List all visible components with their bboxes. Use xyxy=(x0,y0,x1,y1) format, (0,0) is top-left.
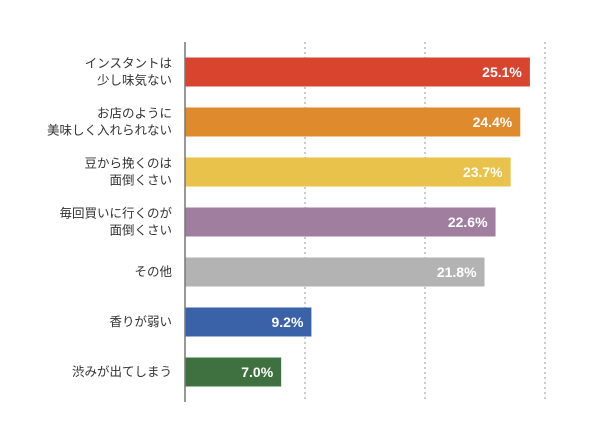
data-label: 9.2% xyxy=(271,314,303,330)
category-label: 少し味気ない xyxy=(97,73,172,88)
category-label: その他 xyxy=(134,264,172,279)
data-label: 24.4% xyxy=(473,114,513,130)
category-label: 美味しく入れられない xyxy=(47,123,172,138)
data-label: 21.8% xyxy=(437,264,477,280)
category-label: 香りが弱い xyxy=(109,314,172,329)
data-label: 7.0% xyxy=(241,364,273,380)
data-label: 23.7% xyxy=(463,164,503,180)
category-label: お店のように xyxy=(97,106,172,121)
category-label: 渋みが出てしまう xyxy=(72,364,172,379)
bar xyxy=(185,107,521,137)
bar xyxy=(185,257,485,287)
category-label: 豆から挽くのは xyxy=(84,156,172,171)
bar xyxy=(185,157,511,187)
bar xyxy=(185,357,282,387)
category-label: 面倒くさい xyxy=(109,173,172,188)
data-label: 22.6% xyxy=(448,214,488,230)
bar xyxy=(185,207,496,237)
bar xyxy=(185,307,312,337)
data-label: 25.1% xyxy=(482,64,522,80)
category-label: 毎回買いに行くのが xyxy=(59,206,172,221)
bar xyxy=(185,57,530,87)
category-label: インスタントは xyxy=(85,56,172,71)
category-label: 面倒くさい xyxy=(109,223,172,238)
